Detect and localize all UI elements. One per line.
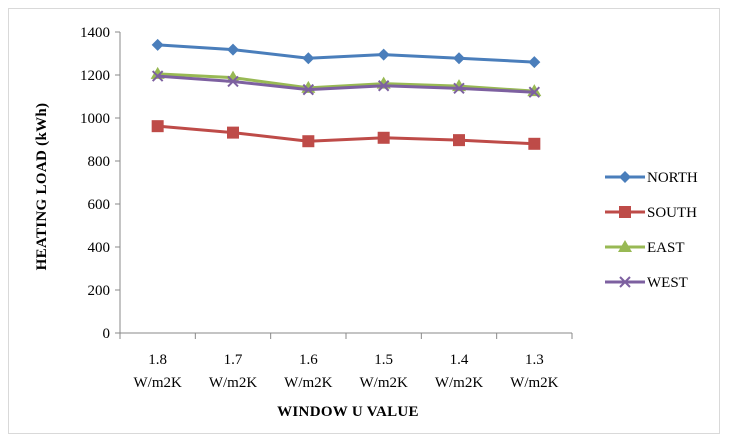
data-point-south <box>377 131 390 144</box>
x-tick-label: 1.4 <box>450 352 469 368</box>
x-tick-label: 1.5 <box>374 352 393 368</box>
legend-marker-south <box>619 206 631 218</box>
data-point-west <box>302 83 315 96</box>
y-tick-label: 1200 <box>80 68 110 84</box>
x-tick-label: 1.6 <box>299 352 318 368</box>
data-point-west <box>227 75 239 88</box>
y-tick-label: 600 <box>88 197 111 213</box>
data-point-west <box>377 80 390 92</box>
data-point-south <box>151 120 164 133</box>
data-point-east <box>226 70 240 83</box>
y-tick-label: 200 <box>88 283 111 299</box>
data-point-south <box>302 135 315 148</box>
legend-label-south: SOUTH <box>647 205 697 221</box>
x-axis-title: WINDOW U VALUE <box>277 404 419 420</box>
y-tick-label: 1000 <box>80 111 110 127</box>
data-point-south <box>227 126 239 139</box>
y-tick-label: 400 <box>88 240 111 256</box>
legend-marker-east <box>618 240 632 252</box>
data-point-north <box>302 52 315 65</box>
x-tick-label: W/m2K <box>209 375 257 391</box>
x-tick-label: W/m2K <box>510 375 558 391</box>
y-tick-label: 0 <box>103 326 111 342</box>
legend-label-north: NORTH <box>647 170 698 186</box>
data-point-north <box>528 56 541 69</box>
data-point-north <box>227 43 239 56</box>
x-tick-label: 1.7 <box>224 352 243 368</box>
data-point-west <box>453 82 465 95</box>
data-point-north <box>377 48 390 61</box>
y-tick-label: 1400 <box>80 25 110 41</box>
series-line-west <box>157 74 535 94</box>
data-point-south <box>528 137 541 150</box>
x-tick-label: W/m2K <box>435 375 483 391</box>
chart-frame <box>8 8 720 434</box>
series-line-north <box>157 43 535 64</box>
legend-label-west: WEST <box>647 275 688 291</box>
x-tick-label: W/m2K <box>134 375 182 391</box>
data-point-north <box>151 38 164 51</box>
y-tick-label: 800 <box>88 154 111 170</box>
data-point-west <box>151 70 164 82</box>
series-line-east <box>157 72 535 93</box>
x-tick-label: 1.8 <box>148 352 167 368</box>
x-tick-label: W/m2K <box>360 375 408 391</box>
x-tick-label: 1.3 <box>525 352 544 368</box>
data-point-west <box>528 86 541 98</box>
legend-marker-north <box>619 171 631 183</box>
legend-marker-west <box>619 276 631 288</box>
series-line-south <box>157 124 535 146</box>
data-point-south <box>453 134 465 147</box>
x-tick-label: W/m2K <box>284 375 332 391</box>
legend-label-east: EAST <box>647 240 685 256</box>
data-point-north <box>453 52 465 65</box>
y-axis-title: HEATING LOAD (kWh) <box>34 103 50 271</box>
